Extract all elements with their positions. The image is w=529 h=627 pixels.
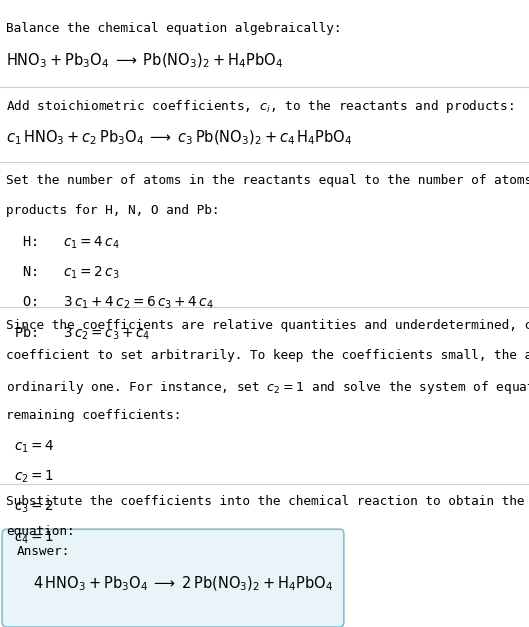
Text: ordinarily one. For instance, set $c_2 = 1$ and solve the system of equations fo: ordinarily one. For instance, set $c_2 =… [6,379,529,396]
Text: Add stoichiometric coefficients, $c_i$, to the reactants and products:: Add stoichiometric coefficients, $c_i$, … [6,98,514,115]
Text: N:   $c_1 = 2\,c_3$: N: $c_1 = 2\,c_3$ [14,265,120,281]
FancyBboxPatch shape [2,529,344,627]
Text: Pb:   $3\,c_2 = c_3 + c_4$: Pb: $3\,c_2 = c_3 + c_4$ [14,325,151,342]
Text: $c_1 = 4$: $c_1 = 4$ [14,439,55,455]
Text: products for H, N, O and Pb:: products for H, N, O and Pb: [6,204,220,218]
Text: Answer:: Answer: [17,545,70,559]
Text: Balance the chemical equation algebraically:: Balance the chemical equation algebraica… [6,22,342,35]
Text: $4\,\mathrm{HNO_3} + \mathrm{Pb_3O_4} \;\longrightarrow\; 2\,\mathrm{Pb(NO_3)_2}: $4\,\mathrm{HNO_3} + \mathrm{Pb_3O_4} \;… [33,575,333,593]
Text: $c_2 = 1$: $c_2 = 1$ [14,469,54,485]
Text: $c_3 = 2$: $c_3 = 2$ [14,499,54,515]
Text: $\mathrm{HNO_3 + Pb_3O_4 \;\longrightarrow\; Pb(NO_3)_2 + H_4PbO_4}$: $\mathrm{HNO_3 + Pb_3O_4 \;\longrightarr… [6,52,283,70]
Text: $c_4 = 1$: $c_4 = 1$ [14,529,54,545]
Text: H:   $c_1 = 4\,c_4$: H: $c_1 = 4\,c_4$ [14,234,120,251]
Text: Set the number of atoms in the reactants equal to the number of atoms in the: Set the number of atoms in the reactants… [6,174,529,187]
Text: equation:: equation: [6,525,75,539]
Text: remaining coefficients:: remaining coefficients: [6,409,182,422]
Text: Since the coefficients are relative quantities and underdetermined, choose a: Since the coefficients are relative quan… [6,319,529,332]
Text: $c_1\,\mathrm{HNO_3} + c_2\,\mathrm{Pb_3O_4} \;\longrightarrow\; c_3\,\mathrm{Pb: $c_1\,\mathrm{HNO_3} + c_2\,\mathrm{Pb_3… [6,129,353,147]
Text: coefficient to set arbitrarily. To keep the coefficients small, the arbitrary va: coefficient to set arbitrarily. To keep … [6,349,529,362]
Text: Substitute the coefficients into the chemical reaction to obtain the balanced: Substitute the coefficients into the che… [6,495,529,508]
Text: O:   $3\,c_1 + 4\,c_2 = 6\,c_3 + 4\,c_4$: O: $3\,c_1 + 4\,c_2 = 6\,c_3 + 4\,c_4$ [14,295,214,311]
